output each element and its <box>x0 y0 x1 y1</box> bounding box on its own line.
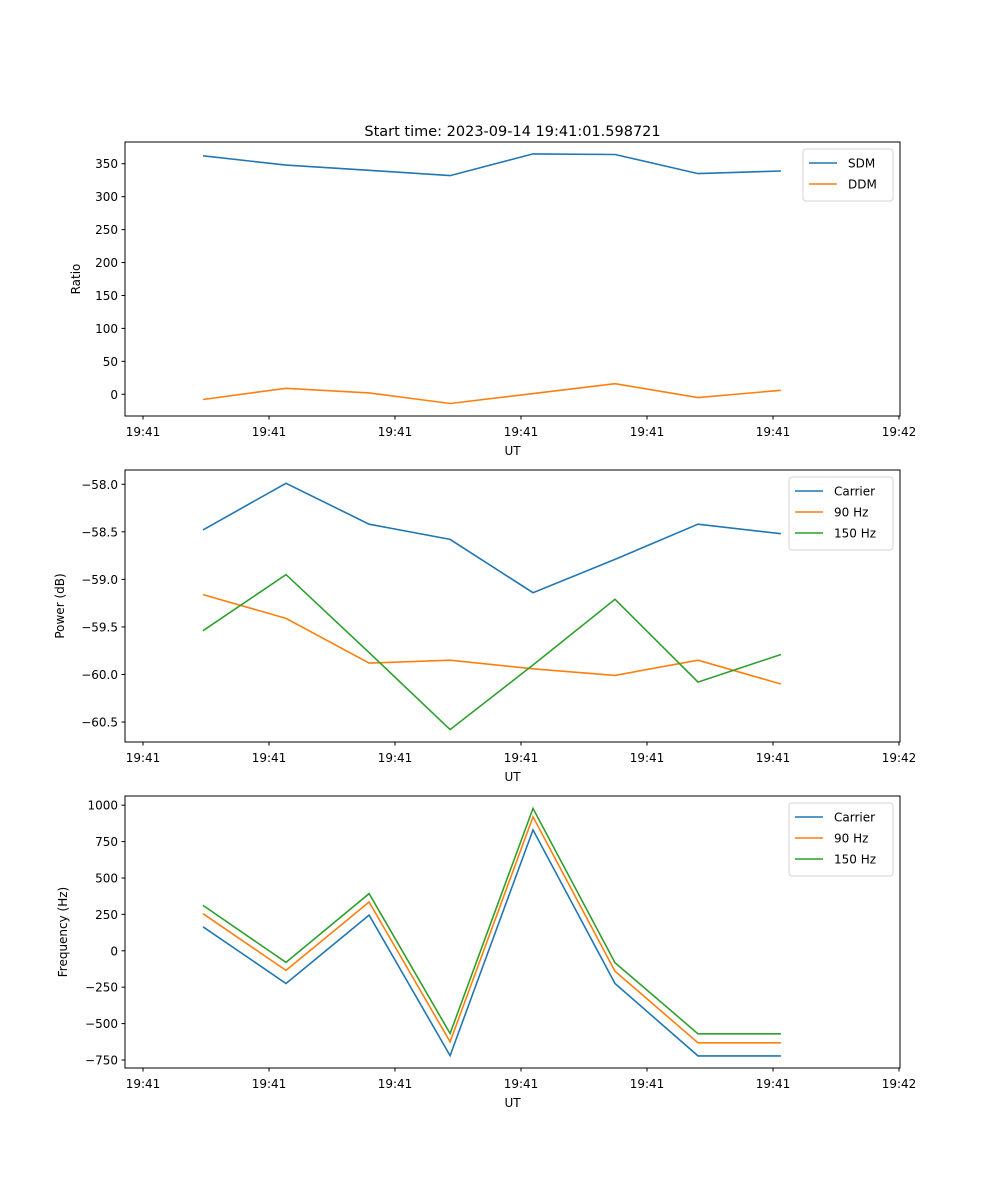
y-tick-label: −59.5 <box>81 620 118 634</box>
y-ticks: −58.0 −58.5 −59.0 −59.5 −60.0 −60.5 <box>81 478 125 730</box>
y-tick-label: −58.0 <box>81 478 118 492</box>
y-tick-label: 750 <box>95 835 118 849</box>
panel-ratio: Start time: 2023-09-14 19:41:01.598721 R… <box>69 124 916 458</box>
y-tick-label: 150 <box>95 289 118 303</box>
x-axis-label: UT <box>504 1096 521 1110</box>
y-tick-label: −500 <box>85 1017 118 1031</box>
panel-power: Power (dB) UT −58.0−58.5−59.0−59.5−60.0−… <box>53 469 917 784</box>
y-tick-label: −60.0 <box>81 668 118 682</box>
y-tick-label: 250 <box>95 908 118 922</box>
series-lines <box>202 153 781 405</box>
series-lines <box>202 806 781 1058</box>
legend-label: 90 Hz <box>834 832 868 846</box>
y-tick-label: 350 <box>95 157 118 171</box>
x-tick-label: 19:41 <box>252 425 287 439</box>
x-tick-label: 19:41 <box>630 425 665 439</box>
x-tick-label: 19:41 <box>252 751 287 765</box>
x-tick-label: 19:41 <box>378 1077 413 1091</box>
y-tick-label: −60.5 <box>81 716 118 730</box>
y-ticks: 1000 750 500 250 0 −250 −500 −750 <box>85 799 125 1067</box>
legend-box <box>788 802 894 877</box>
series-line-90-hz <box>202 593 782 685</box>
x-tick-label: 19:41 <box>630 1077 665 1091</box>
y-tick-label: 0 <box>110 944 118 958</box>
legend-box <box>802 148 894 202</box>
series-line-carrier <box>202 827 781 1058</box>
y-axis-label: Ratio <box>69 264 83 295</box>
y-tick-label: 100 <box>95 322 118 336</box>
x-tick-label: 19:42 <box>882 425 917 439</box>
y-ticks: 0 50 100 150 200 250 300 350 <box>95 157 125 402</box>
x-tick-label: 19:41 <box>252 1077 287 1091</box>
x-tick-label: 19:42 <box>882 1077 917 1091</box>
legend-label: 150 Hz <box>834 853 876 867</box>
y-tick-label: 50 <box>103 355 118 369</box>
x-tick-label: 19:41 <box>630 751 665 765</box>
x-tick-label: 19:41 <box>504 751 539 765</box>
series-line-150-hz <box>202 806 781 1036</box>
legend-label: SDM <box>848 157 875 171</box>
y-tick-label: −58.5 <box>81 525 118 539</box>
y-tick-label: 0 <box>110 388 118 402</box>
x-ticks: 19:41 19:41 19:41 19:41 19:41 19:41 19:42 <box>126 742 917 765</box>
x-tick-label: 19:41 <box>378 751 413 765</box>
series-line-90-hz <box>202 814 781 1044</box>
series-lines <box>202 482 782 731</box>
legend: Carrier 90 Hz 150 Hz <box>788 802 894 877</box>
legend-box <box>788 476 894 551</box>
axes-frame <box>124 141 901 417</box>
legend: Carrier 90 Hz 150 Hz <box>788 476 894 551</box>
chart-title: Start time: 2023-09-14 19:41:01.598721 <box>364 124 660 140</box>
x-axis-label: UT <box>504 770 521 784</box>
x-ticks: 19:41 19:41 19:41 19:41 19:41 19:41 19:42 <box>126 1068 917 1091</box>
x-tick-label: 19:41 <box>126 425 161 439</box>
y-tick-label: −750 <box>85 1053 118 1067</box>
y-tick-label: 500 <box>95 871 118 885</box>
x-tick-label: 19:41 <box>756 425 791 439</box>
y-axis-label: Power (dB) <box>53 573 67 638</box>
x-tick-label: 19:41 <box>378 425 413 439</box>
y-tick-label: 1000 <box>87 799 118 813</box>
y-axis-label: Frequency (Hz) <box>56 887 70 978</box>
y-tick-label: −59.0 <box>81 573 118 587</box>
y-tick-label: 300 <box>95 190 118 204</box>
x-tick-label: 19:41 <box>126 751 161 765</box>
legend-label: DDM <box>848 178 877 192</box>
x-axis-label: UT <box>504 444 521 458</box>
legend: SDM DDM <box>802 148 894 202</box>
legend-label: 90 Hz <box>834 506 868 520</box>
series-line-sdm <box>202 153 781 177</box>
y-tick-label: −250 <box>85 981 118 995</box>
legend-label: 150 Hz <box>834 527 876 541</box>
series-line-150-hz <box>202 573 782 731</box>
x-tick-label: 19:42 <box>882 751 917 765</box>
y-tick-label: 250 <box>95 223 118 237</box>
y-tick-label: 200 <box>95 256 118 270</box>
x-tick-label: 19:41 <box>504 425 539 439</box>
x-tick-label: 19:41 <box>756 751 791 765</box>
panel-frequency: Frequency (Hz) UT 1000 750 500 250 0 −250 −500… <box>56 795 917 1110</box>
legend-label: Carrier <box>834 485 875 499</box>
series-line-ddm <box>202 382 781 405</box>
x-tick-label: 19:41 <box>756 1077 791 1091</box>
x-tick-label: 19:41 <box>126 1077 161 1091</box>
legend-label: Carrier <box>834 811 875 825</box>
axes-frame <box>124 795 901 1069</box>
series-line-carrier <box>202 482 781 594</box>
axes-frame <box>124 469 901 743</box>
x-tick-label: 19:41 <box>504 1077 539 1091</box>
x-ticks: 19:41 19:41 19:41 19:41 19:41 19:41 19:42 <box>126 416 917 439</box>
